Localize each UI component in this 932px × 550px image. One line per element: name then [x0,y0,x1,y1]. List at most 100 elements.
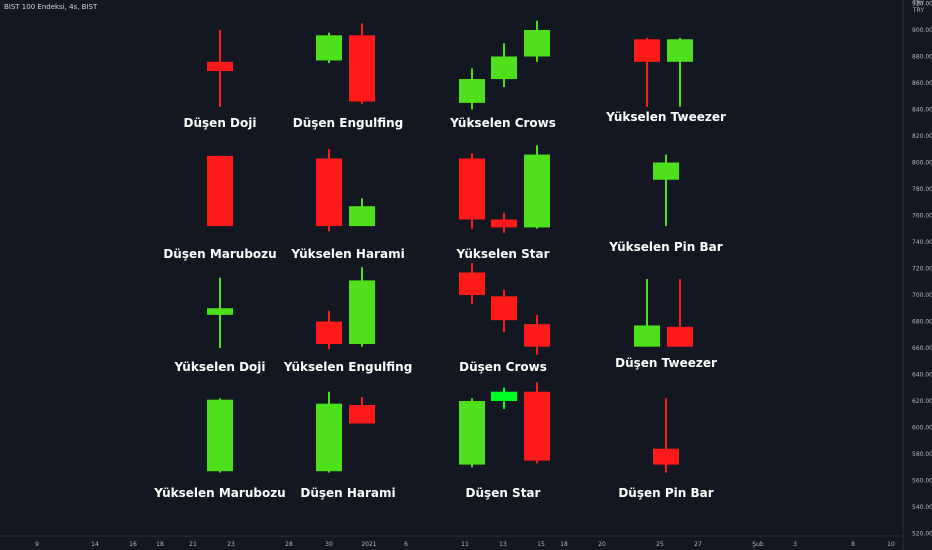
time-tick-label: 16 [129,541,137,548]
candle[interactable] [349,198,375,227]
candle-body [491,391,517,401]
candle[interactable] [491,212,517,233]
price-tick-label: 760.00 [912,213,932,220]
candle[interactable] [524,382,550,464]
candle-body [634,39,660,62]
currency-top-label: TRY [912,0,924,7]
candle-body [316,321,342,345]
time-tick-label: 10 [887,541,895,548]
price-tick-label: 820.00 [912,133,932,140]
candle-body [316,403,342,472]
candle[interactable] [524,145,550,229]
time-tick-label: 18 [560,541,568,548]
time-tick-label: Şub [752,541,764,548]
pattern-label: Yükselen Doji [173,360,265,374]
time-tick-label: 25 [656,541,664,548]
candle[interactable] [349,23,375,105]
pattern-labels-layer: Düşen Doji Düşen Engulfing Yükselen Crows Y… [153,110,726,500]
candle-body [653,448,679,465]
price-tick-label: 660.00 [912,345,932,352]
currency-label: TRY [912,7,924,14]
price-tick-label: 880.00 [912,54,932,61]
time-tick-label: 13 [499,541,507,548]
candle-body [653,162,679,180]
price-axis[interactable]: 920.00 900.00 880.00 860.00 840.00 820.00 800.… [912,1,932,538]
candle-body [207,399,233,472]
candle-body [349,35,375,102]
candle[interactable] [207,30,233,107]
candle[interactable] [349,397,375,424]
candle[interactable] [459,68,485,110]
candle-body [349,206,375,227]
time-tick-label: 15 [537,541,545,548]
price-tick-label: 720.00 [912,266,932,273]
price-tick-label: 700.00 [912,292,932,299]
candle[interactable] [349,267,375,347]
pattern-label: Yükselen Star [456,247,550,261]
candle-body [207,155,233,227]
price-tick-label: 860.00 [912,80,932,87]
candle[interactable] [459,263,485,305]
candle-body [207,61,233,72]
candle[interactable] [667,279,693,347]
candle-body [491,219,517,228]
candle[interactable] [207,155,233,227]
time-tick-label: 30 [325,541,333,548]
price-tick-label: 780.00 [912,186,932,193]
price-tick-label: 620.00 [912,398,932,405]
candle[interactable] [524,20,550,62]
time-axis[interactable]: 9 14 16 18 21 23 28 30 2021 6 11 13 15 18 20 25 27 Şub 3 8 1… [35,541,895,548]
candle[interactable] [316,391,342,473]
candle[interactable] [634,279,660,347]
candle[interactable] [316,32,342,64]
candle[interactable] [316,149,342,232]
candle[interactable] [207,277,233,348]
time-tick-label: 18 [156,541,164,548]
time-tick-label: 3 [793,541,797,548]
candle-body [207,308,233,315]
candle[interactable] [316,310,342,350]
candle-body [459,401,485,465]
price-tick-label: 800.00 [912,160,932,167]
time-tick-label: 21 [189,541,197,548]
candle[interactable] [653,154,679,227]
candle-body [316,158,342,227]
candle-body [316,35,342,61]
candle[interactable] [491,289,517,333]
pattern-label: Yükselen Pin Bar [608,240,722,254]
pattern-label: Düşen Star [466,486,541,500]
time-tick-label: 8 [851,541,855,548]
time-tick-label: 28 [285,541,293,548]
candle[interactable] [459,398,485,468]
candle-body [667,39,693,62]
price-tick-label: 680.00 [912,319,932,326]
candles-layer [207,20,693,473]
time-tick-label: 14 [91,541,99,548]
candle[interactable] [459,153,485,229]
price-tick-label: 740.00 [912,239,932,246]
pattern-label: Düşen Harami [300,486,395,500]
candle[interactable] [634,37,660,107]
candle-body [667,326,693,347]
candle[interactable] [667,37,693,107]
candle-body [491,56,517,80]
symbol-title: BIST 100 Endeksi, 4s, BIST [4,3,98,11]
candle[interactable] [207,398,233,473]
pattern-label: Düşen Marubozu [163,247,276,261]
candle-body [349,404,375,424]
price-tick-label: 900.00 [912,27,932,34]
candle[interactable] [491,43,517,87]
candle-body [491,296,517,321]
price-tick-label: 580.00 [912,451,932,458]
time-tick-label: 6 [404,541,408,548]
price-tick-label: 920.00 [912,1,932,8]
pattern-label: Yükselen Harami [290,247,404,261]
candle[interactable] [653,398,679,473]
candle-body [524,324,550,347]
candle[interactable] [524,314,550,355]
candle[interactable] [491,387,517,409]
time-tick-label: 9 [35,541,39,548]
currency-badge[interactable]: TRY TRY [913,0,924,14]
candle-body [459,272,485,295]
